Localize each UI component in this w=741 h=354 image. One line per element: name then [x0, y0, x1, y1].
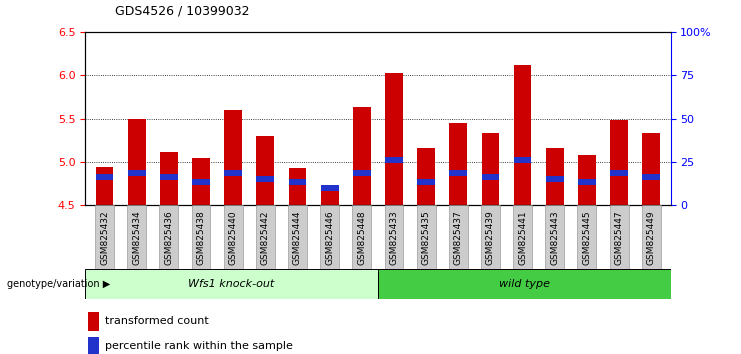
Bar	[96, 174, 113, 179]
Text: GSM825448: GSM825448	[357, 210, 366, 265]
Text: GSM825433: GSM825433	[390, 210, 399, 265]
Bar	[450, 123, 467, 205]
Bar	[225, 110, 242, 205]
Bar	[321, 185, 339, 191]
Bar	[611, 170, 628, 176]
FancyBboxPatch shape	[224, 205, 242, 269]
Bar	[321, 188, 339, 205]
Bar	[417, 179, 435, 185]
Bar	[385, 74, 403, 205]
Bar	[546, 177, 564, 182]
Text: Wfs1 knock-out: Wfs1 knock-out	[188, 279, 275, 289]
FancyBboxPatch shape	[481, 205, 500, 269]
FancyBboxPatch shape	[449, 205, 468, 269]
Bar	[192, 158, 210, 205]
FancyBboxPatch shape	[378, 269, 671, 299]
FancyBboxPatch shape	[95, 205, 114, 269]
FancyBboxPatch shape	[514, 205, 532, 269]
Bar	[256, 136, 274, 205]
Bar	[482, 133, 499, 205]
Bar	[256, 177, 274, 182]
FancyBboxPatch shape	[320, 205, 339, 269]
Bar	[642, 133, 660, 205]
Text: GSM825436: GSM825436	[165, 210, 173, 265]
Bar	[160, 152, 178, 205]
FancyBboxPatch shape	[577, 205, 597, 269]
Text: GSM825446: GSM825446	[325, 210, 334, 265]
Text: GSM825432: GSM825432	[100, 210, 109, 265]
Text: wild type: wild type	[499, 279, 550, 289]
Bar	[514, 65, 531, 205]
FancyBboxPatch shape	[191, 205, 210, 269]
Bar	[642, 174, 660, 179]
FancyBboxPatch shape	[416, 205, 436, 269]
Bar	[546, 148, 564, 205]
FancyBboxPatch shape	[385, 205, 404, 269]
Bar	[578, 179, 596, 185]
FancyBboxPatch shape	[127, 205, 146, 269]
Bar	[192, 179, 210, 185]
Text: GSM825434: GSM825434	[132, 210, 142, 265]
Text: GSM825442: GSM825442	[261, 210, 270, 265]
FancyBboxPatch shape	[545, 205, 565, 269]
Bar	[450, 170, 467, 176]
Text: GSM825447: GSM825447	[614, 210, 624, 265]
Bar	[128, 170, 145, 176]
FancyBboxPatch shape	[85, 269, 378, 299]
Bar	[417, 148, 435, 205]
Text: genotype/variation ▶: genotype/variation ▶	[7, 279, 110, 289]
Bar	[353, 170, 370, 176]
Bar	[88, 312, 99, 331]
Text: GSM825445: GSM825445	[582, 210, 591, 265]
Bar	[611, 120, 628, 205]
Text: percentile rank within the sample: percentile rank within the sample	[104, 341, 293, 351]
Bar	[482, 174, 499, 179]
Text: GSM825441: GSM825441	[518, 210, 527, 265]
FancyBboxPatch shape	[610, 205, 628, 269]
Text: GSM825435: GSM825435	[422, 210, 431, 265]
FancyBboxPatch shape	[288, 205, 307, 269]
FancyBboxPatch shape	[159, 205, 179, 269]
Text: GDS4526 / 10399032: GDS4526 / 10399032	[115, 5, 250, 18]
Bar	[353, 107, 370, 205]
Bar	[96, 167, 113, 205]
Bar	[225, 170, 242, 176]
Bar	[289, 179, 306, 185]
Text: GSM825444: GSM825444	[293, 210, 302, 265]
FancyBboxPatch shape	[642, 205, 661, 269]
Bar	[160, 174, 178, 179]
Text: GSM825440: GSM825440	[229, 210, 238, 265]
Bar	[578, 155, 596, 205]
FancyBboxPatch shape	[352, 205, 371, 269]
Bar	[385, 158, 403, 163]
Text: GSM825438: GSM825438	[196, 210, 205, 265]
FancyBboxPatch shape	[256, 205, 275, 269]
Text: GSM825439: GSM825439	[486, 210, 495, 265]
Bar	[514, 158, 531, 163]
Text: GSM825449: GSM825449	[647, 210, 656, 265]
Text: GSM825443: GSM825443	[551, 210, 559, 265]
Bar	[128, 119, 145, 205]
Text: transformed count: transformed count	[104, 316, 208, 326]
Bar	[289, 168, 306, 205]
Text: GSM825437: GSM825437	[453, 210, 463, 265]
Bar	[88, 337, 99, 354]
